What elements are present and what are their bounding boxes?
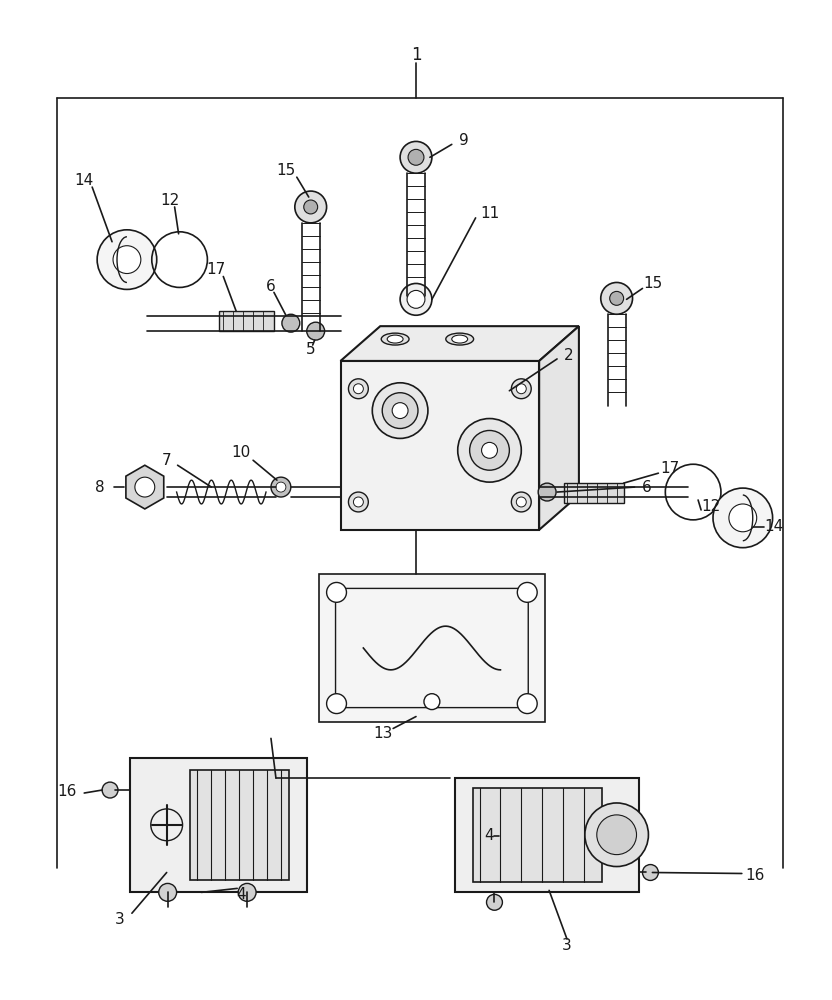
Circle shape (349, 492, 369, 512)
Polygon shape (539, 326, 579, 530)
Circle shape (517, 497, 527, 507)
Text: 15: 15 (644, 276, 663, 291)
Circle shape (295, 191, 327, 223)
Circle shape (354, 384, 364, 394)
Text: 15: 15 (276, 163, 295, 178)
Circle shape (238, 883, 256, 901)
Circle shape (518, 582, 537, 602)
Bar (220, 311, 274, 331)
Bar (455, 778, 638, 892)
Text: 3: 3 (115, 912, 125, 927)
Text: 16: 16 (57, 784, 77, 799)
Circle shape (487, 894, 503, 910)
Bar (130, 758, 307, 892)
Ellipse shape (387, 335, 403, 343)
Circle shape (512, 492, 531, 512)
Circle shape (458, 419, 522, 482)
Text: 6: 6 (641, 480, 651, 495)
Text: 17: 17 (661, 461, 680, 476)
Ellipse shape (446, 333, 473, 345)
Text: 12: 12 (160, 193, 179, 208)
Ellipse shape (452, 335, 468, 343)
Text: 8: 8 (96, 480, 105, 495)
Circle shape (102, 782, 118, 798)
Text: 12: 12 (701, 499, 721, 514)
Ellipse shape (381, 333, 409, 345)
Circle shape (271, 477, 291, 497)
Text: 1: 1 (411, 46, 421, 64)
Text: 3: 3 (562, 938, 572, 953)
Circle shape (407, 290, 425, 308)
Circle shape (276, 482, 286, 492)
Bar (319, 574, 545, 722)
Text: 4: 4 (236, 887, 246, 902)
Circle shape (392, 403, 408, 419)
Circle shape (408, 149, 424, 165)
Text: 14: 14 (764, 519, 783, 534)
Circle shape (282, 314, 300, 332)
Circle shape (354, 497, 364, 507)
Circle shape (610, 291, 624, 305)
Circle shape (469, 430, 509, 470)
Text: 16: 16 (745, 868, 765, 883)
Circle shape (159, 883, 176, 901)
Circle shape (327, 582, 346, 602)
Circle shape (97, 230, 156, 289)
Text: 4: 4 (485, 828, 494, 843)
Text: 14: 14 (75, 173, 94, 188)
Bar (340, 361, 539, 530)
Circle shape (372, 383, 428, 438)
Circle shape (518, 694, 537, 714)
Polygon shape (340, 326, 579, 361)
Text: 10: 10 (231, 445, 250, 460)
Circle shape (327, 694, 346, 714)
Text: 2: 2 (564, 348, 574, 363)
Circle shape (713, 488, 773, 548)
Circle shape (538, 483, 556, 501)
Circle shape (135, 477, 155, 497)
Circle shape (113, 246, 141, 274)
Circle shape (382, 393, 418, 428)
Text: 9: 9 (458, 133, 468, 148)
Bar (473, 788, 602, 882)
Circle shape (400, 141, 432, 173)
Circle shape (482, 442, 498, 458)
Text: 5: 5 (306, 342, 315, 357)
Circle shape (642, 865, 658, 880)
Text: 6: 6 (266, 279, 276, 294)
Circle shape (585, 803, 648, 867)
Polygon shape (126, 465, 164, 509)
Text: 7: 7 (162, 453, 171, 468)
Circle shape (304, 200, 318, 214)
Circle shape (307, 322, 324, 340)
Circle shape (400, 283, 432, 315)
Bar (564, 483, 624, 503)
Circle shape (729, 504, 757, 532)
Bar (190, 770, 289, 880)
Circle shape (601, 282, 632, 314)
Circle shape (512, 379, 531, 399)
Circle shape (349, 379, 369, 399)
Text: 13: 13 (374, 726, 393, 741)
Circle shape (597, 815, 636, 855)
Circle shape (517, 384, 527, 394)
Text: 17: 17 (206, 262, 226, 277)
Circle shape (424, 694, 440, 710)
Text: 11: 11 (480, 206, 499, 221)
